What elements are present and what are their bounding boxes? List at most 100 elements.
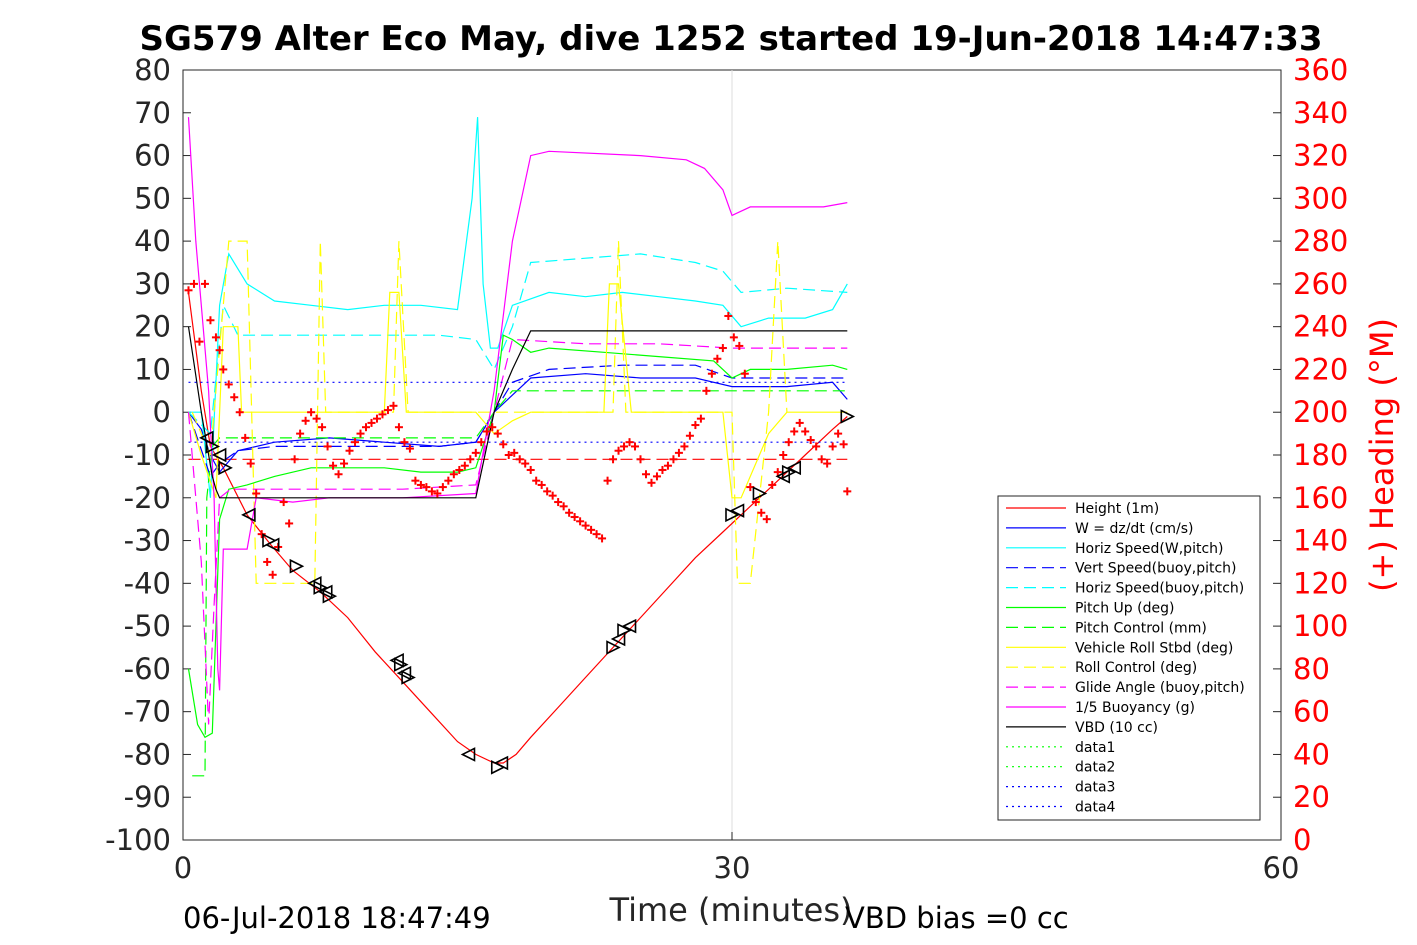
heading-point bbox=[823, 459, 832, 468]
heading-point bbox=[433, 489, 442, 498]
heading-point bbox=[449, 470, 458, 479]
heading-point bbox=[268, 570, 277, 579]
heading-point bbox=[378, 410, 387, 419]
heading-point bbox=[400, 438, 409, 447]
heading-point bbox=[257, 530, 266, 539]
heading-point bbox=[301, 416, 310, 425]
heading-point bbox=[817, 455, 826, 464]
heading-point bbox=[812, 442, 821, 451]
triangle-marker bbox=[840, 409, 856, 424]
heading-point bbox=[279, 498, 288, 507]
heading-point bbox=[795, 418, 804, 427]
heading-point bbox=[685, 431, 694, 440]
legend-label-9: Glide Angle (buoy,pitch) bbox=[1075, 680, 1245, 696]
y-right-tick-label: 60 bbox=[1293, 695, 1330, 729]
heading-point bbox=[367, 418, 376, 427]
legend-box bbox=[997, 495, 1261, 821]
heading-point bbox=[471, 448, 480, 457]
x-tick-label: 30 bbox=[714, 851, 751, 885]
y-left-tick-label: 50 bbox=[134, 181, 171, 215]
y-left-tick-label: -90 bbox=[124, 780, 171, 814]
triangle-marker bbox=[460, 747, 476, 762]
heading-point bbox=[504, 451, 513, 459]
heading-point bbox=[252, 489, 261, 498]
y-right-tick-label: 240 bbox=[1293, 310, 1348, 344]
heading-point bbox=[340, 459, 349, 468]
y-right-tick-label: 320 bbox=[1293, 139, 1348, 173]
legend-label-12: data1 bbox=[1075, 740, 1115, 756]
triangle-marker bbox=[786, 460, 802, 476]
heading-point bbox=[669, 455, 678, 464]
heading-point bbox=[713, 354, 722, 363]
y-left-tick-label: -50 bbox=[124, 609, 171, 643]
heading-point bbox=[839, 440, 848, 449]
y-right-tick-label: 20 bbox=[1293, 780, 1330, 814]
heading-point bbox=[806, 436, 815, 445]
heading-point bbox=[189, 279, 198, 288]
legend-label-8: Roll Control (deg) bbox=[1075, 660, 1197, 676]
heading-point bbox=[614, 446, 623, 455]
series-line-9 bbox=[187, 338, 848, 725]
heading-point bbox=[482, 427, 491, 436]
heading-point bbox=[235, 408, 244, 417]
series-line-0 bbox=[187, 292, 848, 764]
heading-point bbox=[318, 423, 327, 432]
footer-date: 06-Jul-2018 18:47:49 bbox=[183, 901, 491, 935]
heading-point bbox=[784, 438, 793, 447]
heading-point bbox=[427, 487, 436, 496]
heading-point bbox=[455, 465, 464, 474]
heading-point bbox=[416, 480, 425, 489]
heading-point bbox=[652, 472, 661, 481]
heading-point bbox=[724, 311, 733, 320]
heading-point bbox=[548, 491, 557, 500]
y-left-tick-label: 10 bbox=[134, 352, 171, 386]
y-axis-left: 80 70 60 50 40 30 20 10 0 -10 -20 -30 -40 -50 -60 -70 -8… bbox=[105, 53, 191, 857]
heading-point bbox=[510, 448, 519, 457]
heading-point bbox=[394, 423, 403, 432]
series-line-11 bbox=[187, 326, 848, 499]
y-right-tick-label: 140 bbox=[1293, 524, 1348, 558]
heading-point bbox=[422, 483, 431, 492]
triangle-marker bbox=[241, 507, 256, 523]
heading-point bbox=[389, 401, 398, 410]
heading-point bbox=[466, 455, 475, 464]
y-right-tick-label: 220 bbox=[1293, 352, 1348, 386]
heading-point bbox=[532, 476, 541, 485]
heading-point bbox=[598, 534, 607, 543]
triangle-marker bbox=[617, 623, 632, 638]
triangle-marker bbox=[606, 640, 621, 655]
heading-point bbox=[554, 498, 563, 507]
y-left-tick-label: -10 bbox=[124, 438, 171, 472]
legend-label-7: Vehicle Roll Stbd (deg) bbox=[1075, 640, 1233, 656]
heading-point bbox=[680, 442, 689, 451]
y-left-tick-label: -40 bbox=[124, 566, 171, 600]
heading-point bbox=[570, 513, 579, 522]
heading-point bbox=[843, 487, 852, 496]
triangle-marker bbox=[205, 439, 221, 454]
heading-point bbox=[543, 487, 552, 496]
heading-point bbox=[773, 468, 782, 477]
y-left-tick-label: 30 bbox=[134, 267, 171, 301]
heading-point bbox=[206, 316, 215, 325]
heading-point bbox=[828, 442, 837, 451]
heading-points bbox=[184, 279, 852, 579]
y-left-tick-label: 80 bbox=[134, 53, 171, 87]
x-axis-label: Time (minutes) bbox=[609, 891, 853, 929]
heading-point bbox=[751, 498, 760, 507]
heading-point bbox=[460, 461, 469, 470]
heading-point bbox=[219, 365, 228, 374]
legend-label-15: data4 bbox=[1075, 800, 1116, 816]
heading-point bbox=[296, 429, 305, 438]
heading-point bbox=[740, 369, 749, 378]
triangle-marker bbox=[317, 584, 333, 600]
heading-point bbox=[779, 451, 788, 459]
legend-label-2: Horiz Speed(W,pitch) bbox=[1075, 541, 1223, 557]
heading-point bbox=[565, 508, 574, 517]
footer-vbd-bias: VBD bias =0 cc bbox=[845, 901, 1069, 935]
y-right-tick-label: 360 bbox=[1293, 53, 1348, 87]
heading-point bbox=[702, 386, 711, 395]
heading-point bbox=[620, 442, 629, 451]
heading-point bbox=[762, 515, 771, 524]
triangle-marker bbox=[211, 447, 227, 463]
heading-point bbox=[521, 459, 530, 468]
